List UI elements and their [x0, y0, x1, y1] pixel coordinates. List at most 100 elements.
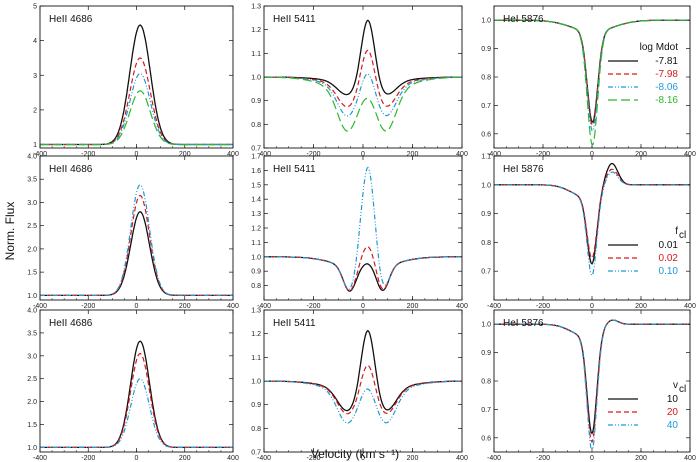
plot-frame — [493, 309, 691, 453]
y-tick-label: 2.0 — [27, 246, 37, 253]
x-tick-label: -400 — [487, 455, 501, 462]
y-axis-label: Norm. Flux — [3, 202, 17, 261]
legend-entry: 0.02 — [659, 253, 679, 264]
panel-2-2: -400 -200 0 200 400 0.6 0.7 0.8 0.9 1.0 HeI 5876 v c… — [481, 309, 696, 462]
y-tick-label: 0.8 — [481, 75, 491, 82]
plot-frame — [263, 155, 463, 301]
legend-entry: 0.01 — [659, 240, 679, 251]
series-line-20 — [494, 319, 690, 444]
y-tick-label: 0.8 — [251, 426, 261, 433]
y-tick-label: 1.0 — [481, 322, 491, 329]
legend-title-subscript: cl — [679, 384, 686, 395]
series-line-0.10 — [40, 184, 233, 296]
panel-2-1: -400 -200 0 200 400 0.7 0.8 0.9 1.0 1.1 1.2 1.3 HeII… — [251, 308, 468, 462]
y-tick-label: 1.0 — [251, 75, 261, 82]
series-line--8.16 — [264, 76, 462, 132]
x-tick-label: -400 — [33, 303, 47, 310]
x-tick-label: 200 — [179, 455, 191, 462]
y-tick-label: 0.9 — [481, 350, 491, 357]
y-tick-label: 4 — [33, 38, 37, 45]
x-tick-label: -200 — [81, 455, 95, 462]
legend-entry: 0.10 — [659, 266, 679, 277]
x-tick-label: -200 — [306, 151, 320, 158]
y-tick-label: 1.4 — [251, 197, 261, 204]
panel-1-1: -400 -200 0 200 400 0.8 0.9 1.0 1.1 1.2 1.3 1.4 1.5 1… — [251, 154, 468, 311]
x-tick-label: 400 — [684, 303, 696, 310]
panel-title: HeII 4686 — [49, 318, 93, 329]
y-tick-label: 1.1 — [251, 240, 261, 247]
x-tick-label: -200 — [306, 455, 320, 462]
y-tick-label: 1.5 — [27, 270, 37, 277]
x-tick-label: 200 — [635, 303, 647, 310]
x-tick-label: -200 — [536, 455, 550, 462]
panel-1-0: -400 -200 0 200 400 1.0 1.5 2.0 2.5 3.0 3.5 4.0 HeII… — [27, 154, 239, 311]
x-tick-label: 400 — [456, 303, 468, 310]
y-tick-label: 0.9 — [251, 402, 261, 409]
x-tick-label: -200 — [306, 303, 320, 310]
x-tick-label: 0 — [590, 455, 594, 462]
y-tick-label: 1.0 — [481, 18, 491, 25]
x-tick-label: -400 — [487, 303, 501, 310]
panel-title: HeII 4686 — [49, 14, 93, 25]
y-tick-label: 1.2 — [251, 27, 261, 34]
legend-entry: 40 — [667, 420, 679, 431]
plot-frame — [263, 5, 463, 149]
x-tick-label: 200 — [407, 151, 419, 158]
legend-entry: -8.06 — [655, 82, 678, 93]
x-tick-label: 200 — [407, 455, 419, 462]
panel-title: HeII 5411 — [273, 318, 316, 329]
panel-title: HeII 4686 — [49, 164, 93, 175]
x-tick-label: -400 — [257, 303, 271, 310]
y-tick-label: 0.8 — [481, 240, 491, 247]
x-tick-label: 400 — [227, 151, 239, 158]
x-tick-label: 400 — [456, 455, 468, 462]
x-tick-label: 0 — [361, 303, 365, 310]
x-tick-label: 0 — [135, 455, 139, 462]
panel-title: HeII 5411 — [273, 164, 316, 175]
x-tick-label: -200 — [536, 303, 550, 310]
series-line--8.06 — [40, 72, 233, 146]
x-tick-label: 0 — [135, 303, 139, 310]
legend-title: v — [673, 380, 678, 391]
panel-1-2: -400 -200 0 200 400 0.7 0.8 0.9 1.0 1.1 HeI 5876 f c… — [481, 154, 696, 311]
series-line-40 — [264, 380, 462, 424]
x-tick-label: -200 — [81, 151, 95, 158]
x-tick-label: -200 — [536, 151, 550, 158]
y-tick-label: 2.5 — [27, 223, 37, 230]
plot-frame — [39, 155, 234, 301]
y-tick-label: 1.0 — [251, 254, 261, 261]
y-tick-label: 1.1 — [481, 154, 491, 161]
panel-title: HeI 5876 — [503, 318, 544, 329]
x-tick-label: 200 — [179, 151, 191, 158]
y-tick-label: 4.0 — [27, 308, 37, 315]
panel-2-0: -400 -200 0 200 400 1.0 1.5 2.0 2.5 3.0 3.5 4.0 HeII… — [27, 308, 239, 462]
series-line--7.81 — [264, 19, 462, 96]
y-tick-label: 0.9 — [481, 211, 491, 218]
y-tick-label: 0.7 — [251, 450, 261, 457]
legend-title: f — [675, 226, 678, 237]
x-tick-label: 400 — [684, 455, 696, 462]
series-line-10 — [40, 340, 233, 449]
panel-title: HeI 5876 — [503, 164, 544, 175]
y-tick-label: 2 — [33, 107, 37, 114]
panel-title: HeII 5411 — [273, 14, 316, 25]
panel-0-1: -400 -200 0 200 400 0.7 0.8 0.9 1.0 1.1 1.2 1.3 HeII… — [251, 4, 468, 159]
x-tick-label: 0 — [135, 151, 139, 158]
plot-frame — [39, 309, 234, 453]
x-tick-label: -200 — [81, 303, 95, 310]
y-tick-label: 4.0 — [27, 154, 37, 161]
plot-frame — [493, 155, 691, 301]
y-tick-label: 1.5 — [27, 422, 37, 429]
legend-entry: -7.81 — [655, 56, 678, 67]
y-tick-label: 3.5 — [27, 330, 37, 337]
y-tick-label: 1.6 — [251, 168, 261, 175]
y-tick-label: 0.9 — [251, 98, 261, 105]
x-tick-label: 400 — [227, 455, 239, 462]
y-tick-label: 1.3 — [251, 4, 261, 11]
y-tick-label: 0.9 — [481, 46, 491, 53]
x-tick-label: 0 — [590, 303, 594, 310]
series-line--8.06 — [264, 73, 462, 117]
y-tick-label: 0.7 — [251, 146, 261, 153]
plot-frame — [39, 5, 234, 149]
